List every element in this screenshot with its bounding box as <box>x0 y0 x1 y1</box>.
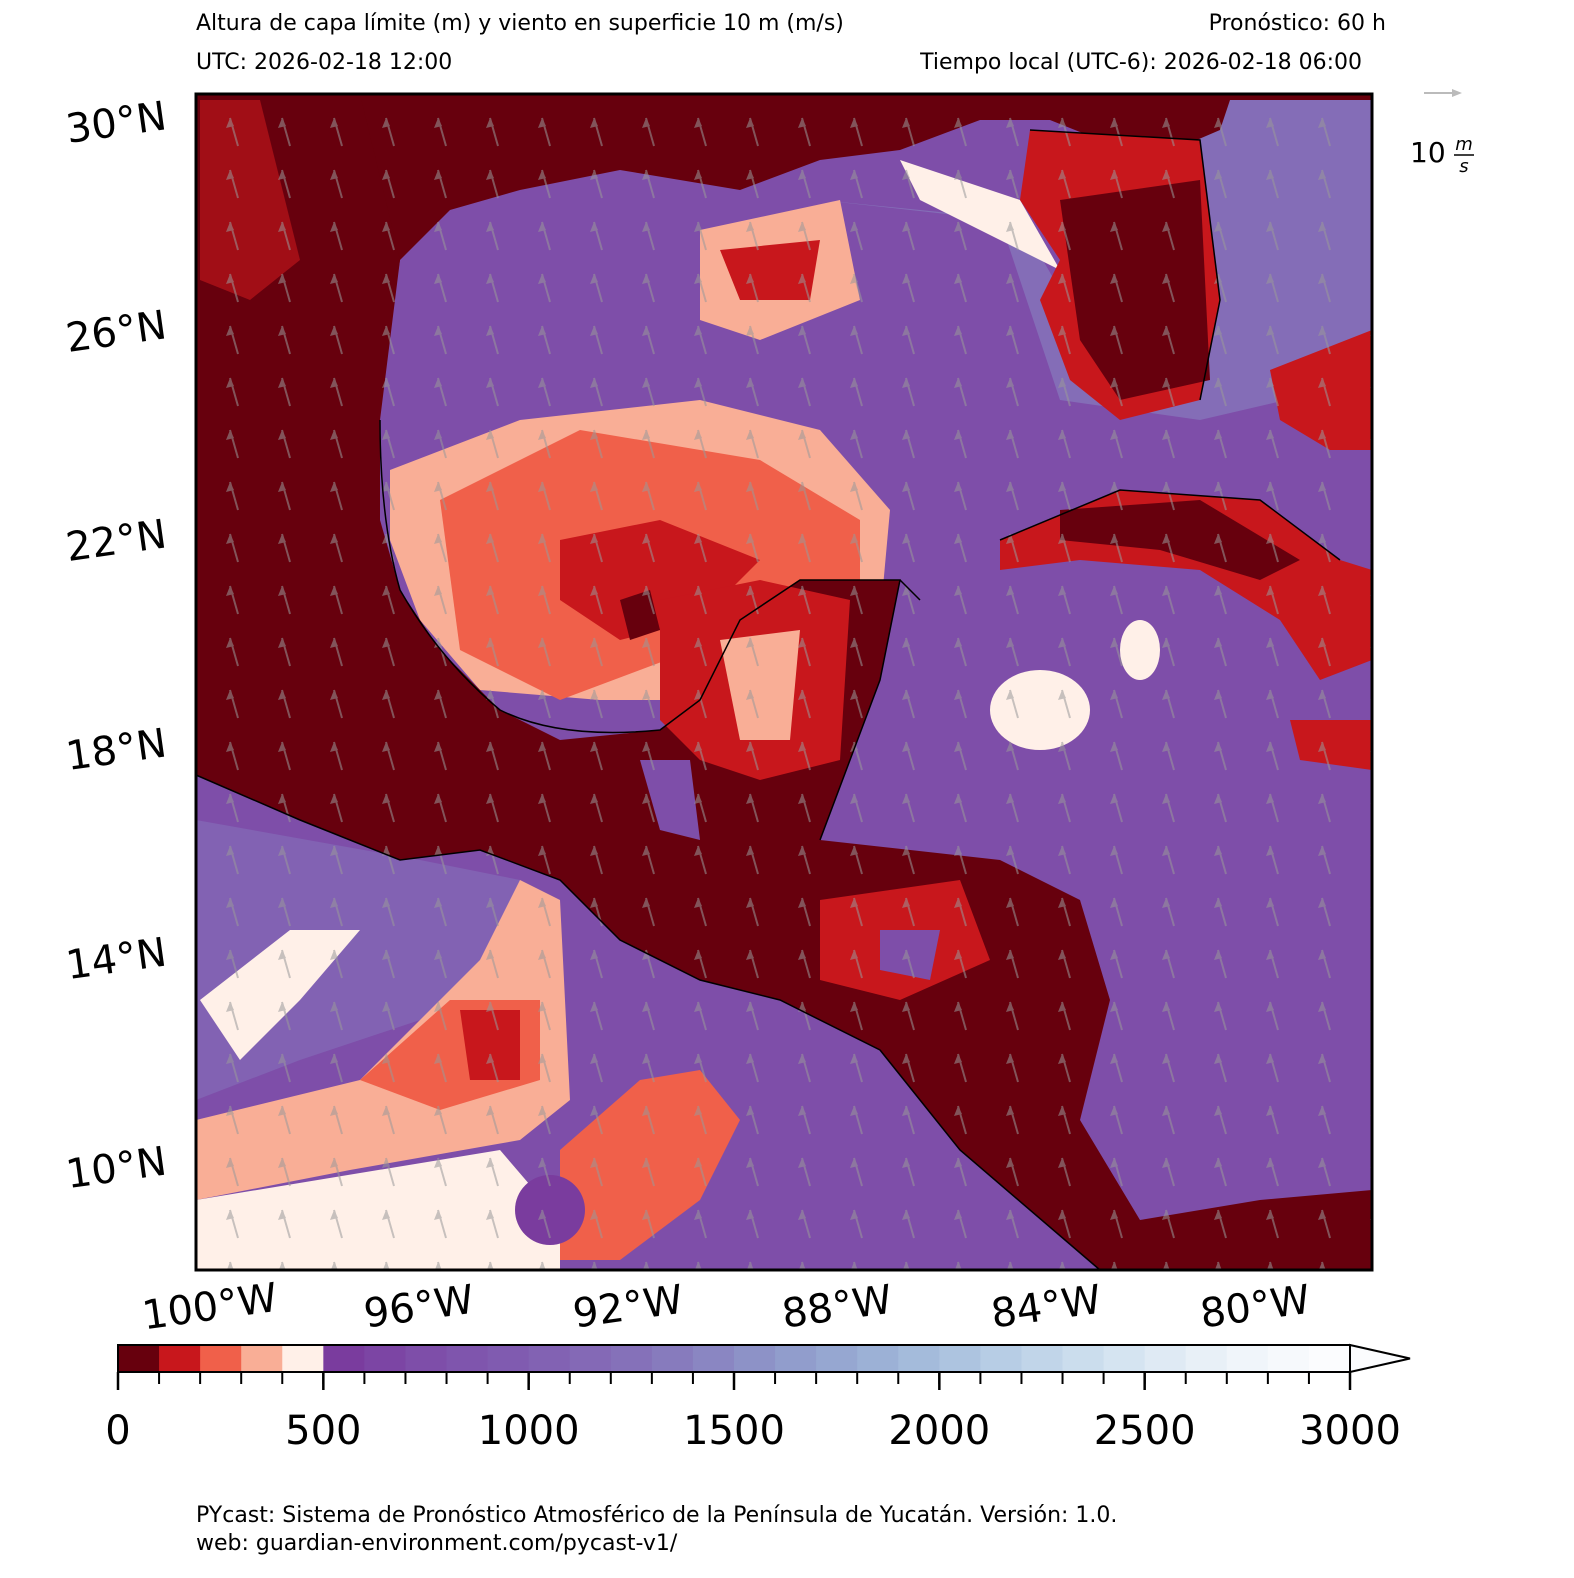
lon-label: 92°W <box>570 1277 686 1338</box>
colorbar-tick-label: 3000 <box>1299 1408 1401 1454</box>
lat-label: 22°N <box>63 511 169 571</box>
colorbar-bin <box>610 1345 653 1372</box>
lat-label: 26°N <box>63 302 169 362</box>
colorbar-bin <box>1021 1345 1064 1372</box>
colorbar-bin <box>405 1345 448 1372</box>
colorbar-bin <box>857 1345 899 1372</box>
colorbar-bin <box>734 1345 776 1372</box>
utc-time: UTC: 2026-02-18 12:00 <box>196 50 452 75</box>
colorbar-bin <box>569 1345 612 1372</box>
colorbar-tick-label: 2000 <box>888 1408 990 1454</box>
lon-label: 88°W <box>779 1277 895 1338</box>
lon-label: 100°W <box>139 1275 280 1339</box>
colorbar-bin <box>282 1345 324 1372</box>
wind-reference-unit-den: s <box>1459 156 1468 177</box>
lat-label: 30°N <box>63 93 169 153</box>
colorbar-bin <box>364 1345 406 1372</box>
colorbar-bin <box>939 1345 981 1372</box>
colorbar-bin <box>980 1345 1022 1372</box>
title: Altura de capa límite (m) y viento en su… <box>196 11 844 36</box>
footer-line: PYcast: Sistema de Pronóstico Atmosféric… <box>196 1503 1117 1528</box>
colorbar-bin <box>692 1345 735 1372</box>
lon-label: 84°W <box>988 1277 1104 1338</box>
colorbar-bin <box>1103 1345 1146 1372</box>
colorbar-bin <box>446 1345 489 1372</box>
colorbar-bin <box>1226 1345 1269 1372</box>
colorbar-tick-label: 1500 <box>683 1408 785 1454</box>
wind-reference-unit-num: m <box>1455 134 1473 155</box>
colorbar-bin <box>1185 1345 1228 1372</box>
forecast: Pronóstico: 60 h <box>1209 11 1386 36</box>
colorbar-bin <box>816 1345 858 1372</box>
colorbar-bin <box>1062 1345 1105 1372</box>
colorbar-tick-label: 500 <box>285 1408 361 1454</box>
colorbar-bin <box>159 1345 201 1372</box>
colorbar-bin <box>1144 1345 1187 1372</box>
wind-reference-arrowhead <box>1452 89 1462 97</box>
map-frame <box>194 92 1374 1272</box>
colorbar-bin <box>118 1345 160 1372</box>
colorbar-tick-label: 0 <box>105 1408 130 1454</box>
colorbar-bin <box>241 1345 283 1372</box>
local-time: Tiempo local (UTC-6): 2026-02-18 06:00 <box>919 50 1362 75</box>
lon-label: 80°W <box>1197 1277 1313 1338</box>
colorbar-bin <box>898 1345 940 1372</box>
colorbar-tick-label: 1000 <box>478 1408 580 1454</box>
lon-label: 96°W <box>361 1277 477 1338</box>
map-field <box>196 94 1372 1270</box>
lat-label: 18°N <box>63 720 169 780</box>
colorbar-bin <box>200 1345 242 1372</box>
wind-reference-value: 10 <box>1410 136 1446 169</box>
colorbar-bin <box>775 1345 817 1372</box>
colorbar-bin <box>487 1345 530 1372</box>
colorbar-tick-label: 2500 <box>1094 1408 1196 1454</box>
lat-label: 10°N <box>63 1139 169 1199</box>
colorbar-bin <box>323 1345 365 1372</box>
colorbar-extension <box>1349 1343 1411 1374</box>
coastline <box>195 129 1341 1271</box>
colorbar-bin <box>1267 1345 1310 1372</box>
colorbar-bin <box>651 1345 694 1372</box>
lat-label: 14°N <box>63 930 169 990</box>
colorbar-bin <box>1308 1345 1351 1372</box>
footer-line: web: guardian-environment.com/pycast-v1/ <box>196 1531 678 1556</box>
colorbar-bin <box>528 1345 571 1372</box>
